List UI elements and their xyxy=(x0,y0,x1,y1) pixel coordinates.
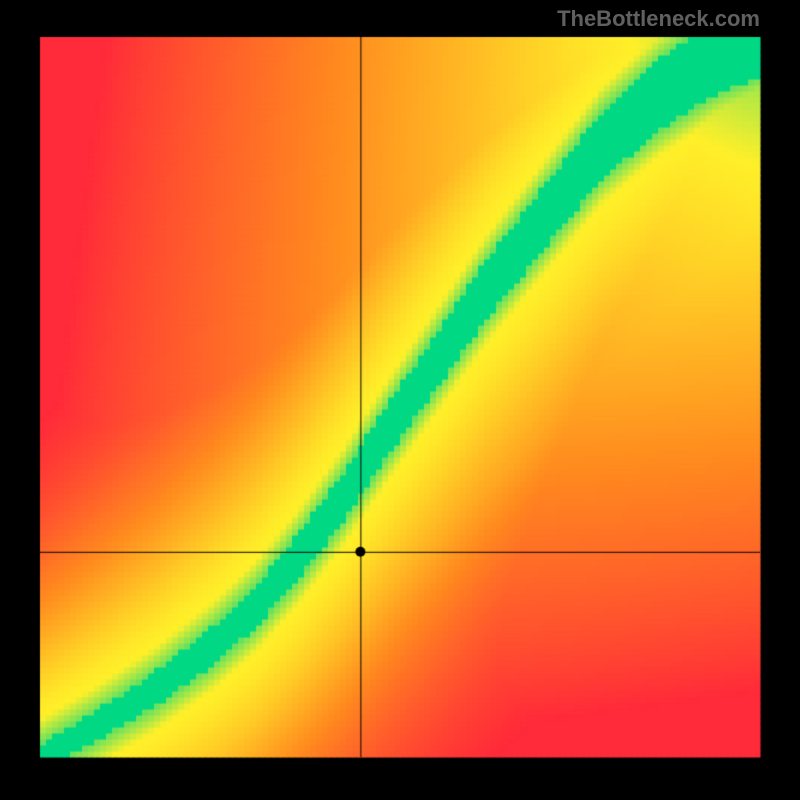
chart-root: TheBottleneck.com xyxy=(0,0,800,800)
watermark-text: TheBottleneck.com xyxy=(557,6,760,32)
bottleneck-heatmap xyxy=(0,0,800,800)
